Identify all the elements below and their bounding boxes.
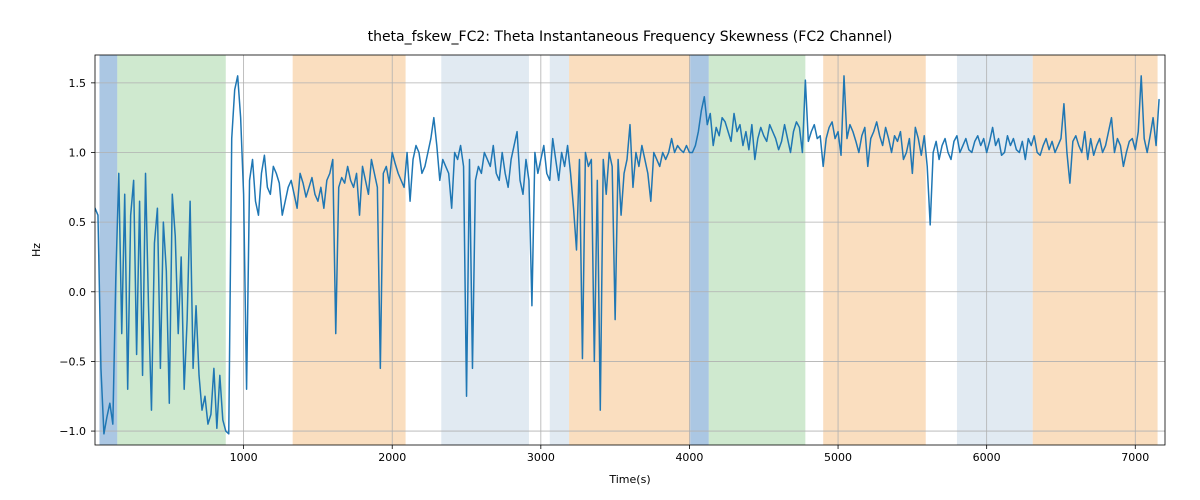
y-tick-label: −1.0 [59,425,86,438]
x-tick-label: 7000 [1121,451,1149,464]
x-tick-label: 4000 [675,451,703,464]
band [550,55,569,445]
y-tick-label: 0.5 [69,216,87,229]
chart-svg: 1000 2000 3000 4000 5000 6000 7000 −1.0 −0.5 0.0 0… [0,0,1200,500]
y-tick-label: 1.0 [69,147,87,160]
x-axis-label: Time(s) [608,473,650,486]
x-tick-label: 3000 [527,451,555,464]
x-tick-label: 1000 [230,451,258,464]
x-tick-label: 2000 [378,451,406,464]
y-tick-label: 1.5 [69,77,87,90]
band [709,55,806,445]
band [441,55,529,445]
y-tick-label: 0.0 [69,286,87,299]
band [823,55,926,445]
time-series-chart: 1000 2000 3000 4000 5000 6000 7000 −1.0 −0.5 0.0 0… [0,0,1200,500]
y-axis-label: Hz [30,243,43,257]
band [293,55,406,445]
band [957,55,1033,445]
chart-title: theta_fskew_FC2: Theta Instantaneous Fre… [368,29,893,45]
band [569,55,690,445]
x-tick-label: 6000 [973,451,1001,464]
x-tick-label: 5000 [824,451,852,464]
y-tick-label: −0.5 [59,355,86,368]
